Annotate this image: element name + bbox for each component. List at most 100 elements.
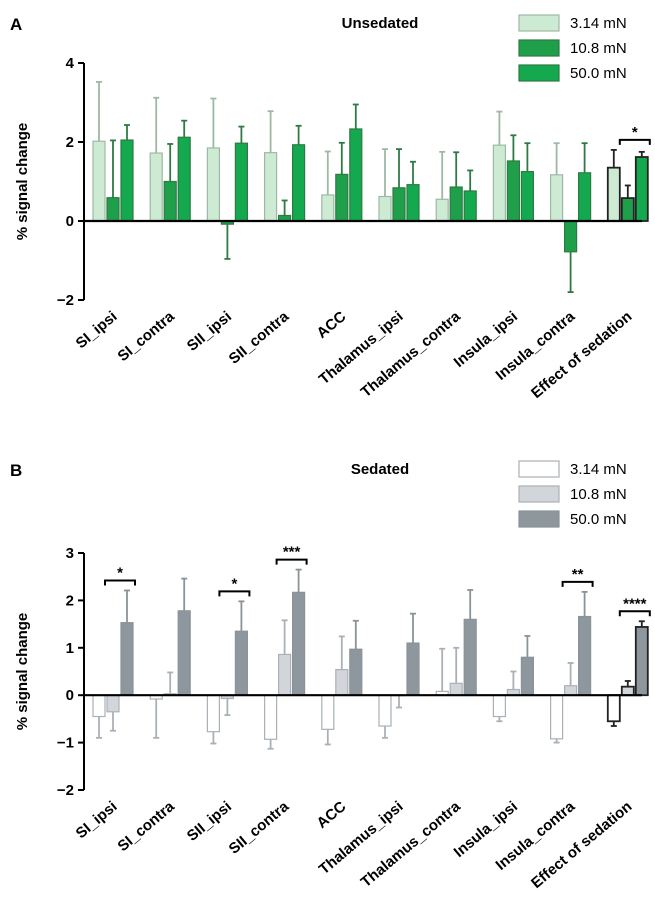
y-tick-label: −2	[57, 782, 74, 799]
bar-Insula_ipsi-50.0 mN	[520, 656, 535, 696]
y-tick-label: −2	[57, 292, 74, 309]
bar-SII_ipsi-50.0 mN	[234, 142, 248, 222]
bar-SI_ipsi-50.0 mN	[120, 139, 134, 222]
bar-SI_ipsi-10.8 mN	[106, 694, 120, 713]
significance-bracket	[618, 610, 651, 617]
bar-Insula_ipsi-3.14 mN	[492, 144, 506, 222]
bar-Thalamus_contra-3.14 mN	[435, 198, 449, 222]
bar-SI_contra-3.14 mN	[149, 152, 163, 222]
chart-title: Sedated	[351, 461, 409, 478]
y-tick-label: 2	[66, 134, 74, 151]
bar-ACC-3.14 mN	[321, 194, 335, 222]
x-tick-label: SI_contra	[114, 798, 178, 855]
legend-label: 3.14 mN	[570, 461, 627, 478]
y-axis-label: % signal change	[14, 613, 31, 731]
bar-SII_contra-50.0 mN	[292, 144, 306, 222]
bar-SII_ipsi-3.14 mN	[206, 694, 220, 733]
bar-ACC-10.8 mN	[335, 173, 349, 222]
bar-Insula_contra-10.8 mN	[563, 220, 578, 253]
significance-label: *	[231, 575, 237, 592]
significance-label: *	[632, 124, 638, 141]
significance-bracket	[104, 579, 136, 586]
bar-Insula_ipsi-3.14 mN	[492, 694, 506, 718]
bar-SII_contra-50.0 mN	[292, 591, 306, 696]
bar-Insula_contra-3.14 mN	[549, 694, 564, 740]
legend-swatch	[518, 485, 560, 503]
bar-SII_contra-3.14 mN	[264, 152, 278, 222]
x-tick-label: ACC	[314, 798, 350, 832]
bar-Effect of sedation-50.0 mN	[634, 156, 649, 222]
bar-Thalamus_ipsi-10.8 mN	[392, 187, 406, 222]
panel-label: A	[10, 15, 22, 34]
bar-Thalamus_contra-50.0 mN	[463, 618, 477, 696]
bar-SII_contra-3.14 mN	[264, 694, 278, 740]
bar-Thalamus_contra-50.0 mN	[463, 190, 477, 222]
legend-swatch	[518, 510, 560, 528]
x-tick-label: SI_ipsi	[73, 308, 121, 352]
legend: 3.14 mN 10.8 mN 50.0 mN	[518, 460, 627, 528]
x-tick-label: Effect of sedation	[528, 798, 635, 892]
bar-Insula_contra-50.0 mN	[577, 615, 592, 696]
bar-Insula_contra-50.0 mN	[577, 172, 592, 222]
bar-SI_ipsi-10.8 mN	[106, 197, 120, 222]
y-tick-label: 2	[66, 592, 74, 609]
bar-Thalamus_ipsi-50.0 mN	[406, 642, 420, 696]
bar-SI_ipsi-50.0 mN	[120, 622, 134, 696]
x-tick-label: SII_contra	[226, 308, 293, 368]
x-tick-label: Thalamus_contra	[358, 798, 465, 891]
bar-SI_ipsi-3.14 mN	[92, 694, 106, 718]
legend-label: 10.8 mN	[570, 40, 627, 57]
x-tick-label: SII_ipsi	[184, 308, 235, 355]
legend-swatch	[518, 39, 560, 57]
bar-Effect of sedation-3.14 mN	[606, 694, 621, 723]
bar-Insula_contra-10.8 mN	[563, 685, 578, 696]
bar-Thalamus_ipsi-3.14 mN	[378, 694, 392, 727]
panel-label: B	[10, 461, 22, 480]
bar-SI_contra-50.0 mN	[177, 136, 191, 222]
significance-bracket	[275, 558, 308, 565]
bar-Insula_contra-3.14 mN	[549, 174, 564, 222]
legend-swatch	[518, 14, 560, 32]
bar-SII_ipsi-50.0 mN	[234, 630, 248, 696]
bar-Thalamus_ipsi-50.0 mN	[406, 184, 420, 222]
significance-bracket	[618, 138, 651, 145]
significance-bracket	[218, 590, 251, 597]
y-tick-label: 0	[66, 213, 74, 230]
chart-title: Unsedated	[342, 15, 419, 32]
y-tick-label: 1	[66, 640, 74, 657]
x-tick-label: SII_ipsi	[184, 798, 235, 845]
panel-A: A Unsedated % signal change −2 0 2 4 SI_ipsiSI_…	[10, 14, 651, 402]
significance-label: ****	[623, 595, 647, 612]
legend: 3.14 mN 10.8 mN 50.0 mN	[518, 14, 627, 82]
significance-label: **	[572, 566, 584, 583]
x-tick-label: Thalamus_contra	[358, 308, 465, 401]
y-tick-label: 3	[66, 545, 74, 562]
x-tick-label: Effect of sedation	[528, 308, 635, 402]
bar-Effect of sedation-10.8 mN	[620, 197, 635, 222]
y-tick-label: −1	[57, 735, 74, 752]
bar-SI_ipsi-3.14 mN	[92, 140, 106, 222]
legend-label: 10.8 mN	[570, 486, 627, 503]
legend-label: 50.0 mN	[570, 65, 627, 82]
bar-SI_contra-50.0 mN	[177, 610, 191, 696]
bar-Thalamus_contra-10.8 mN	[449, 186, 463, 222]
y-axis-label: % signal change	[14, 123, 31, 241]
y-tick-label: 0	[66, 687, 74, 704]
legend-swatch	[518, 64, 560, 82]
legend-label: 3.14 mN	[570, 15, 627, 32]
x-tick-label: ACC	[314, 308, 350, 342]
bar-ACC-3.14 mN	[321, 694, 335, 730]
legend-swatch	[518, 460, 560, 478]
significance-label: *	[117, 564, 123, 581]
bar-SI_contra-10.8 mN	[163, 180, 177, 222]
bar-Effect of sedation-50.0 mN	[634, 626, 649, 697]
bar-Thalamus_contra-10.8 mN	[449, 682, 463, 696]
bar-ACC-50.0 mN	[349, 128, 363, 222]
bar-Effect of sedation-3.14 mN	[606, 166, 621, 222]
bar-SII_ipsi-3.14 mN	[206, 147, 220, 222]
bar-Thalamus_ipsi-3.14 mN	[378, 195, 392, 222]
significance-bracket	[561, 580, 594, 587]
x-tick-label: SI_ipsi	[73, 798, 121, 842]
